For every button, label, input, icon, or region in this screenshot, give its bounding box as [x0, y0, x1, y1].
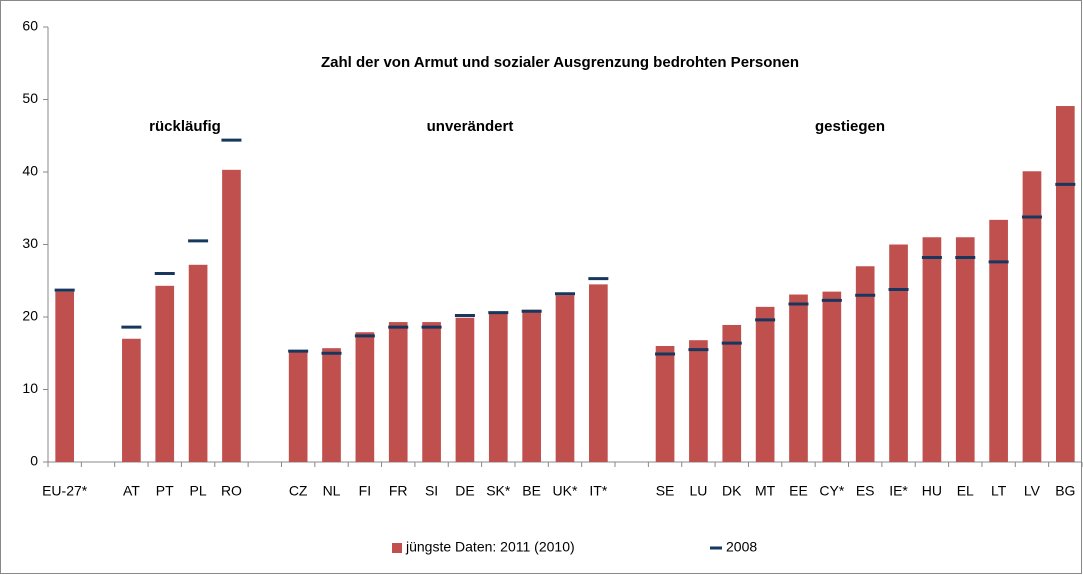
x-tick-label: RO: [221, 483, 242, 499]
chart-title: Zahl der von Armut und sozialer Ausgrenz…: [321, 54, 799, 71]
bar: [1055, 106, 1075, 463]
legend-label: 2008: [726, 539, 757, 555]
bar: [355, 332, 375, 462]
x-tick-label: HU: [922, 483, 942, 499]
y-tick-label: 40: [22, 163, 38, 179]
x-tick-label: PL: [190, 483, 207, 499]
bar: [555, 295, 575, 462]
x-tick-label: FR: [389, 483, 408, 499]
x-tick-label: EL: [957, 483, 974, 499]
x-tick-label: LT: [991, 483, 1007, 499]
x-tick-label: ES: [856, 483, 875, 499]
x-tick-label: DE: [455, 483, 474, 499]
bar: [188, 264, 208, 462]
y-tick-label: 0: [30, 453, 38, 469]
annotation: rückläufig: [149, 118, 221, 135]
x-tick-label: SE: [656, 483, 675, 499]
x-tick-label: UK*: [553, 483, 578, 499]
bar: [589, 284, 608, 462]
x-tick-label: MT: [755, 483, 776, 499]
bar: [288, 351, 308, 462]
bar: [822, 291, 842, 462]
bar: [488, 312, 508, 462]
bar: [322, 348, 341, 462]
bar: [122, 338, 141, 462]
legend-label: jüngste Daten: 2011 (2010): [405, 539, 575, 555]
bar: [989, 219, 1008, 462]
bar: [655, 346, 675, 462]
x-tick-label: CY*: [819, 483, 844, 499]
bar: [1022, 171, 1042, 462]
x-tick-label: SK*: [486, 483, 511, 499]
x-tick-label: DK: [722, 483, 742, 499]
x-tick-label: SI: [425, 483, 438, 499]
y-tick-label: 10: [22, 380, 38, 396]
y-tick-label: 20: [22, 308, 38, 324]
x-tick-label: FI: [359, 483, 371, 499]
x-tick-label: PT: [156, 483, 174, 499]
bar: [155, 285, 175, 462]
bar: [455, 317, 475, 462]
x-tick-label: IE*: [889, 483, 908, 499]
x-tick-label: LU: [689, 483, 707, 499]
y-tick-label: 30: [22, 235, 38, 251]
annotation: gestiegen: [815, 118, 885, 135]
bar: [722, 324, 742, 462]
annotation: unverändert: [427, 118, 514, 135]
x-tick-label: IT*: [589, 483, 607, 499]
bar: [422, 322, 441, 462]
bar: [55, 291, 75, 462]
x-tick-label: EU-27*: [42, 483, 88, 499]
bar: [855, 266, 875, 462]
x-tick-label: CZ: [289, 483, 308, 499]
bar: [388, 322, 408, 462]
bar: [755, 306, 775, 462]
bar: [955, 237, 975, 462]
x-tick-label: LV: [1024, 483, 1041, 499]
x-tick-label: NL: [323, 483, 341, 499]
bar: [889, 244, 908, 462]
y-tick-label: 60: [22, 18, 38, 34]
bar: [522, 309, 541, 462]
legend-swatch: [392, 543, 402, 553]
x-tick-label: EE: [789, 483, 808, 499]
bar: [922, 237, 942, 462]
y-tick-label: 50: [22, 90, 38, 106]
bar: [689, 340, 708, 462]
x-tick-label: BE: [522, 483, 541, 499]
x-tick-label: AT: [123, 483, 140, 499]
bar: [789, 294, 808, 462]
x-tick-label: BG: [1055, 483, 1075, 499]
bar: [222, 169, 241, 462]
